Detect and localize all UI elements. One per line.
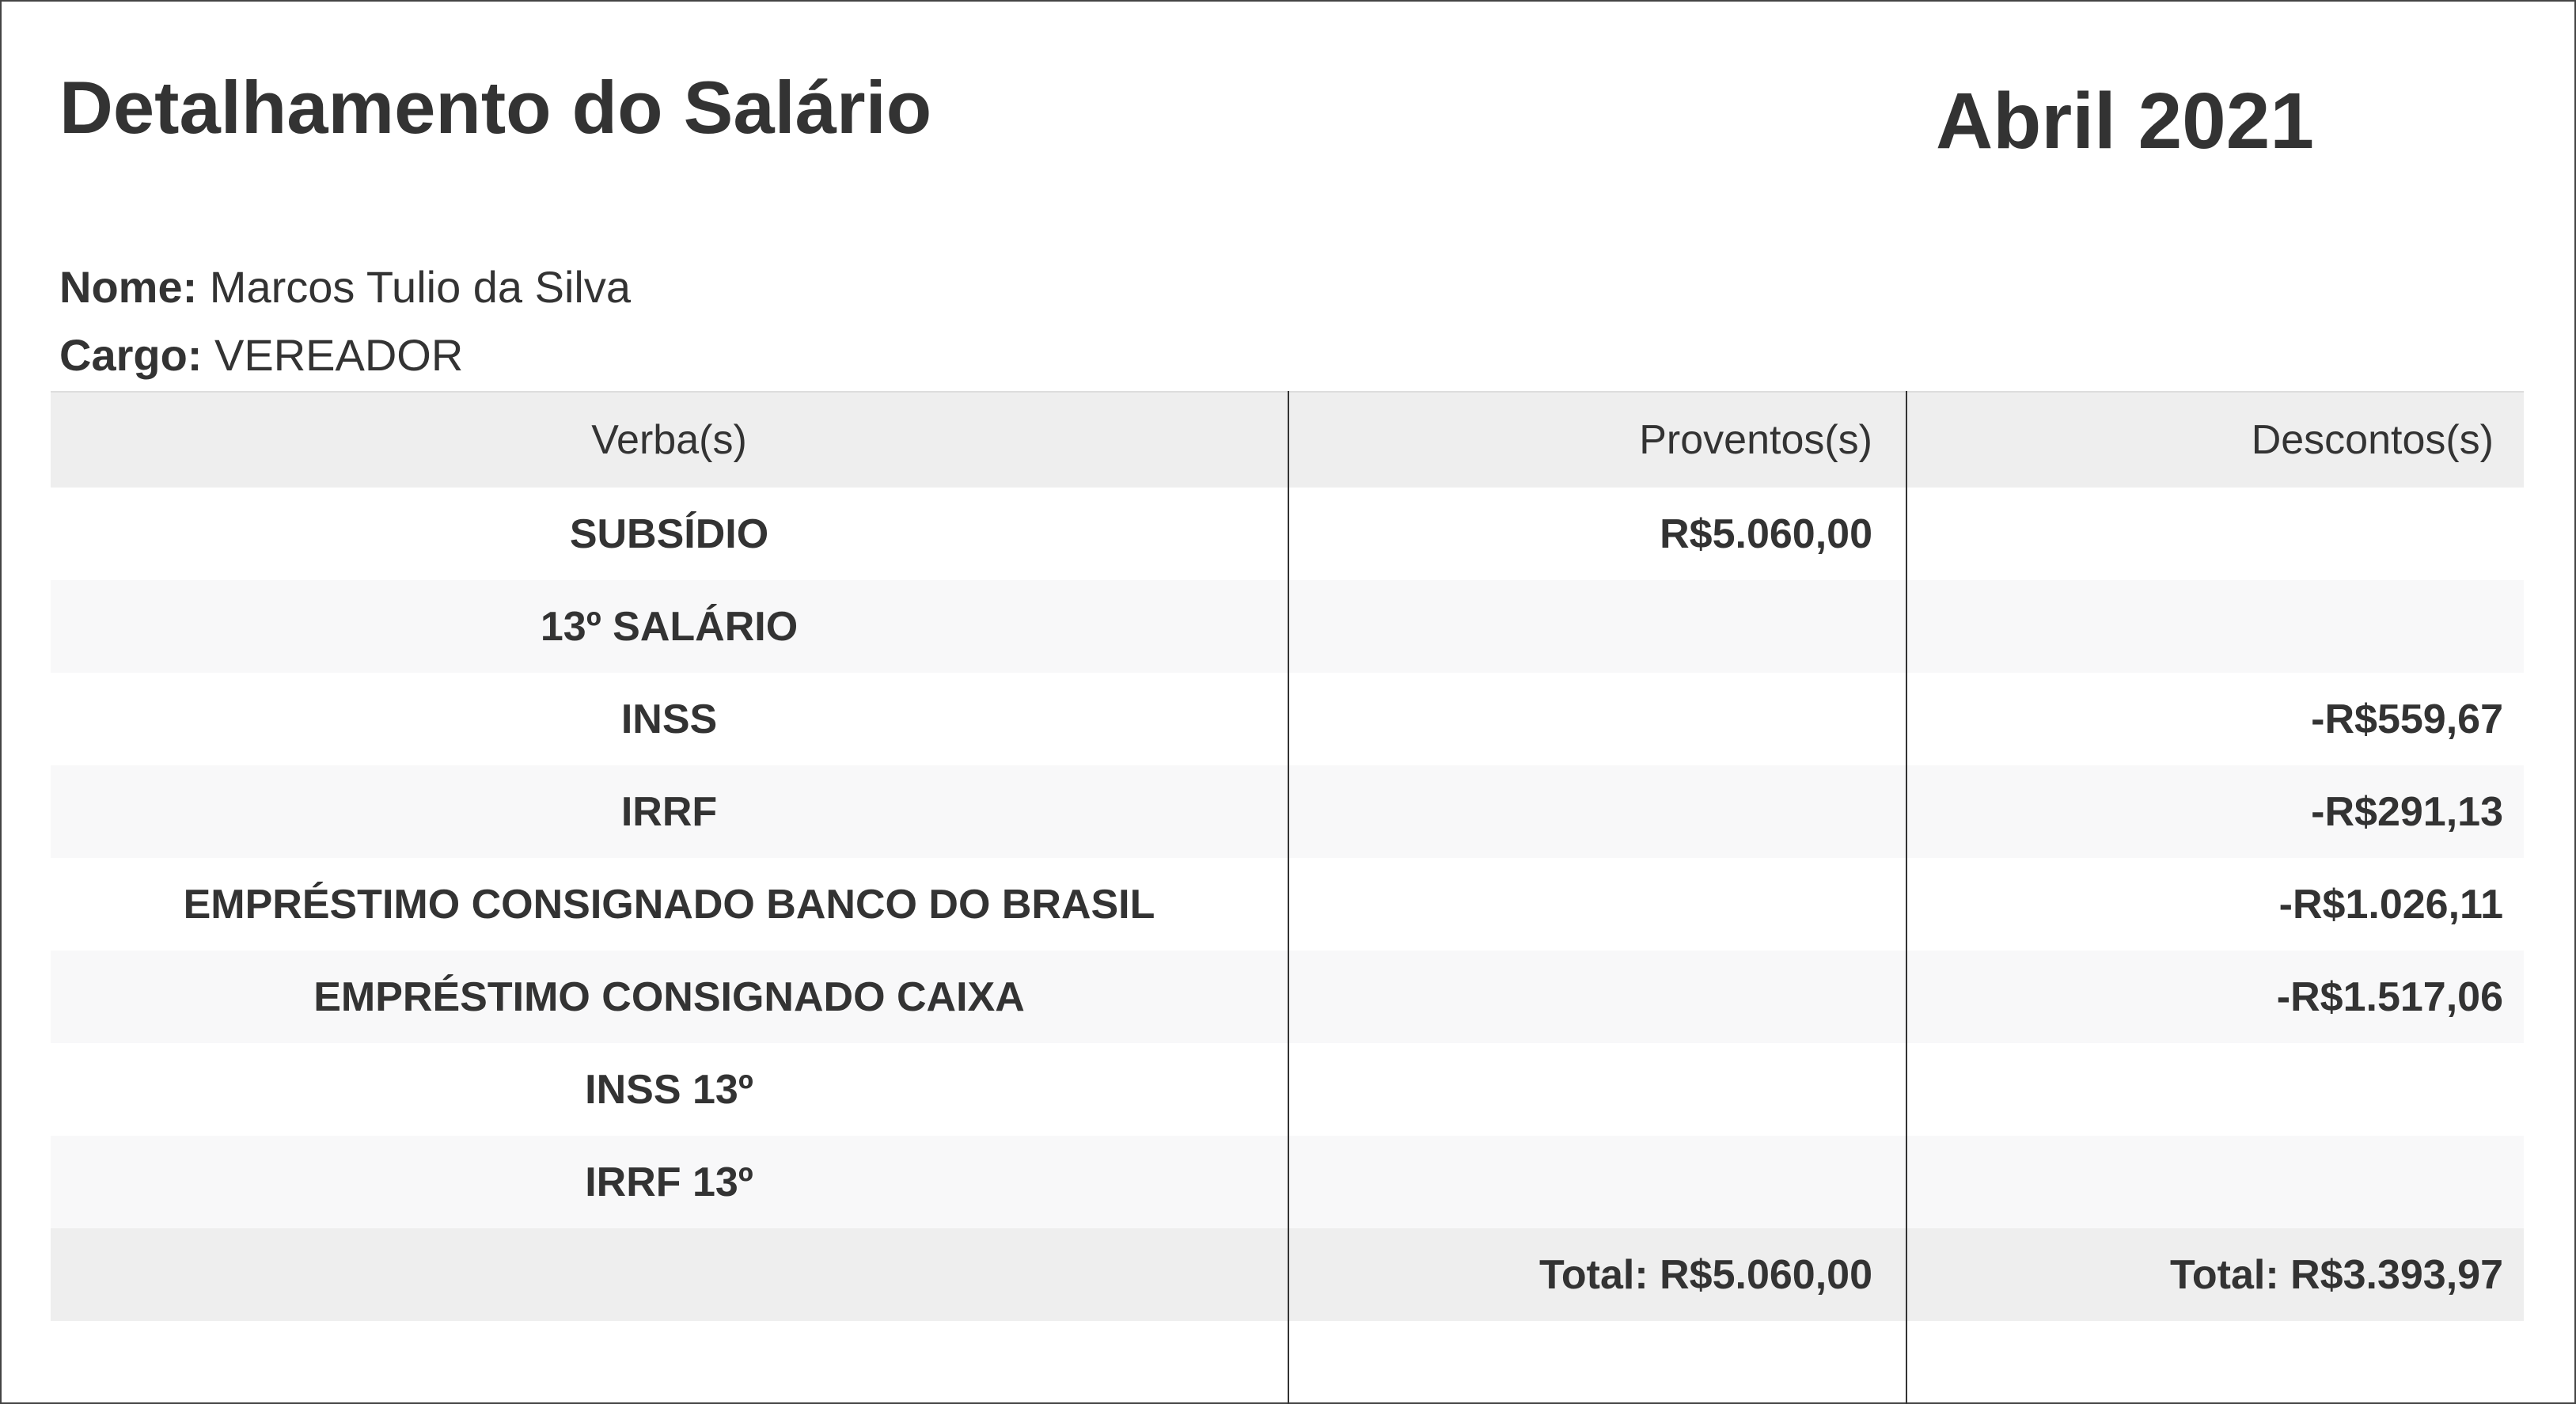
table-row: IRRF 13º bbox=[51, 1136, 2524, 1228]
table-row: EMPRÉSTIMO CONSIGNADO CAIXA -R$1.517,06 bbox=[51, 951, 2524, 1043]
cell-verba: SUBSÍDIO bbox=[569, 510, 769, 557]
employee-role: Cargo: VEREADOR bbox=[59, 329, 463, 381]
cell-verba: EMPRÉSTIMO CONSIGNADO CAIXA bbox=[313, 973, 1025, 1020]
cell-verba: IRRF 13º bbox=[585, 1159, 753, 1205]
employee-name: Nome: Marcos Tulio da Silva bbox=[59, 261, 631, 313]
cell-descontos: -R$291,13 bbox=[2311, 788, 2503, 835]
totals-row: Total: R$5.060,00 Total: R$3.393,97 bbox=[51, 1228, 2524, 1321]
cell-verba: INSS bbox=[620, 696, 718, 742]
page-title: Detalhamento do Salário bbox=[59, 66, 932, 149]
cell-descontos: -R$1.517,06 bbox=[2276, 973, 2503, 1020]
cell-descontos: -R$1.026,11 bbox=[2278, 881, 2503, 928]
table-row: IRRF -R$291,13 bbox=[51, 765, 2524, 858]
cell-verba: EMPRÉSTIMO CONSIGNADO BANCO DO BRASIL bbox=[183, 881, 1155, 928]
column-header-proventos: Proventos(s) bbox=[1639, 417, 1872, 463]
column-divider bbox=[1906, 391, 1907, 1404]
column-header-verba: Verba(s) bbox=[591, 417, 747, 463]
role-value: VEREADOR bbox=[214, 330, 464, 380]
role-label: Cargo: bbox=[59, 330, 203, 380]
table-row: SUBSÍDIO R$5.060,00 bbox=[51, 488, 2524, 580]
table-row: EMPRÉSTIMO CONSIGNADO BANCO DO BRASIL -R$… bbox=[51, 858, 2524, 951]
table-header: Verba(s) Proventos(s) Descontos(s) bbox=[51, 391, 2524, 488]
period-label: Abril 2021 bbox=[1936, 77, 2315, 165]
table-row: 13º SALÁRIO bbox=[51, 580, 2524, 673]
table-row: INSS 13º bbox=[51, 1043, 2524, 1136]
total-proventos: Total: R$5.060,00 bbox=[1538, 1251, 1872, 1298]
name-value: Marcos Tulio da Silva bbox=[209, 262, 632, 312]
cell-verba: IRRF bbox=[620, 788, 718, 835]
table-row: INSS -R$559,67 bbox=[51, 673, 2524, 765]
total-descontos: Total: R$3.393,97 bbox=[2169, 1251, 2503, 1298]
cell-proventos: R$5.060,00 bbox=[1660, 510, 1872, 557]
cell-verba: INSS 13º bbox=[585, 1066, 753, 1113]
cell-descontos: -R$559,67 bbox=[2311, 696, 2503, 742]
salary-table: Verba(s) Proventos(s) Descontos(s) SUBSÍ… bbox=[51, 391, 2524, 1321]
column-divider bbox=[1288, 391, 1289, 1404]
column-header-descontos: Descontos(s) bbox=[2251, 417, 2494, 463]
name-label: Nome: bbox=[59, 262, 198, 312]
cell-verba: 13º SALÁRIO bbox=[540, 603, 799, 650]
